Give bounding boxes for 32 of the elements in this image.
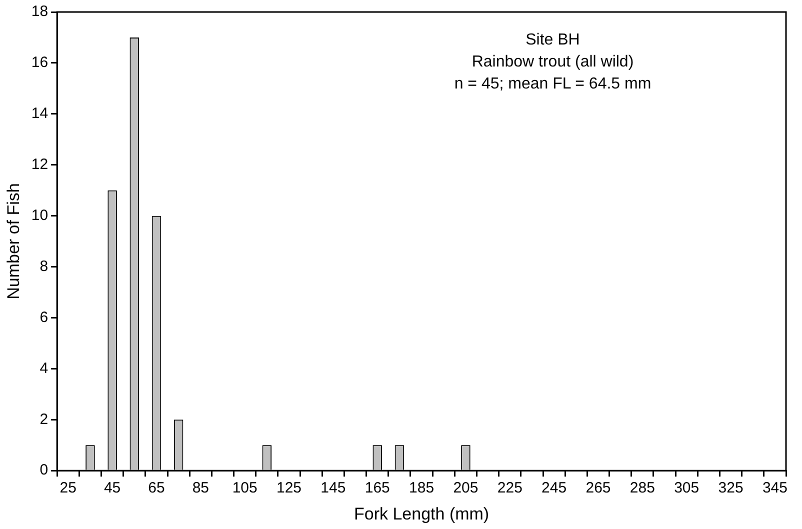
annotation: n = 45; mean FL = 64.5 mm	[454, 75, 652, 92]
x-tick-label: 145	[320, 480, 346, 497]
y-tick-label: 16	[31, 54, 48, 72]
y-tick-label: 2	[40, 410, 48, 428]
x-tick-label: 205	[453, 480, 478, 497]
y-tick-label: 0	[40, 462, 48, 479]
y-tick-label: 8	[40, 258, 48, 275]
y-tick-label: 18	[31, 3, 48, 20]
x-tick-label: 265	[586, 480, 611, 497]
x-axis-title: Fork Length (mm)	[354, 504, 490, 524]
x-tick-label: 105	[232, 480, 258, 497]
x-tick-label: 25	[60, 480, 76, 497]
x-tick-label: 345	[762, 480, 788, 497]
x-tick-label: 225	[497, 480, 522, 497]
annotation: Rainbow trout (all wild)	[472, 53, 634, 70]
y-tick-label: 12	[31, 156, 48, 174]
x-tick-label: 125	[276, 480, 302, 497]
y-tick-label: 4	[40, 360, 48, 377]
x-tick-label: 85	[192, 480, 210, 497]
x-tick-label: 185	[409, 480, 434, 497]
x-tick-label: 245	[542, 480, 567, 497]
y-tick-label: 14	[31, 105, 48, 122]
x-tick-label: 325	[718, 480, 744, 497]
y-axis-title: Number of Fish	[4, 183, 23, 300]
x-tick-label: 65	[148, 480, 165, 497]
y-tick-label: 6	[40, 308, 48, 326]
x-tick-label: 285	[630, 480, 655, 497]
x-tick-label: 305	[674, 480, 700, 497]
y-tick-label: 10	[31, 206, 48, 224]
annotation: Site BH	[526, 31, 580, 48]
x-tick-label: 45	[104, 480, 121, 497]
x-tick-label: 165	[364, 480, 390, 497]
